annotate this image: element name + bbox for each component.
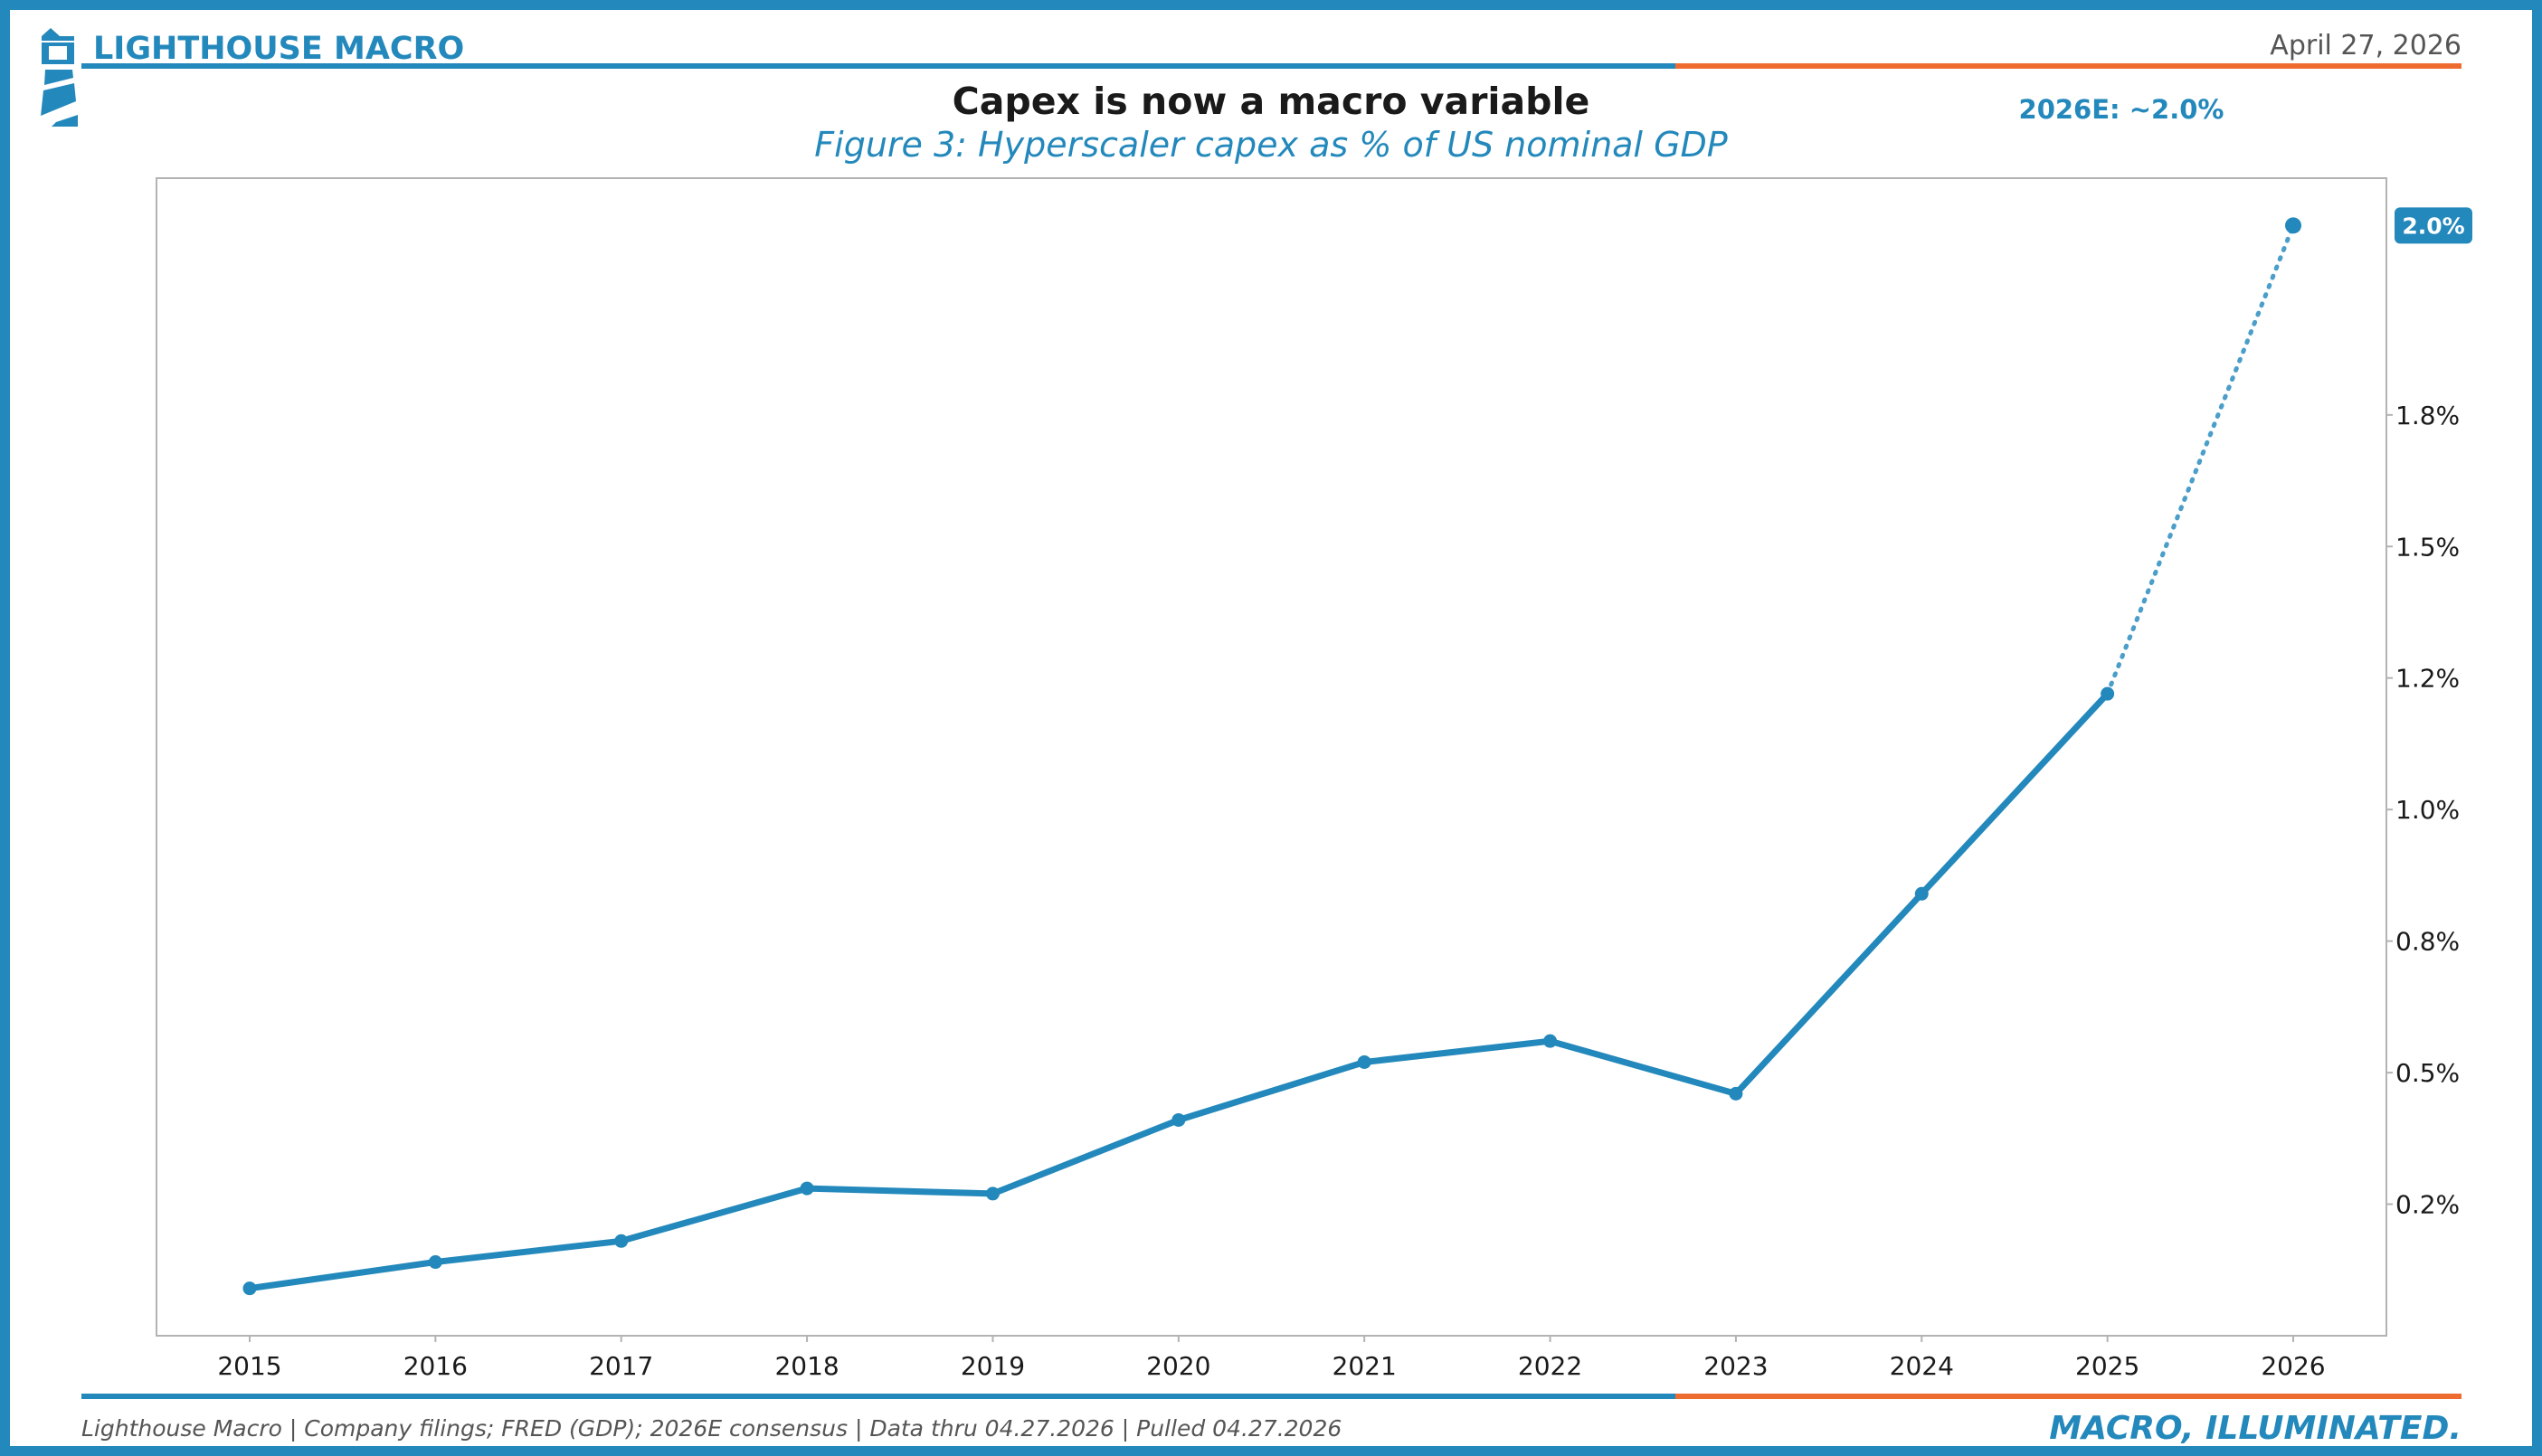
- data-point-2026: [2285, 217, 2301, 234]
- header-rule-orange: [1675, 63, 2461, 69]
- x-tick-label: 2026: [2261, 1351, 2325, 1381]
- x-tick-label: 2019: [961, 1351, 1025, 1381]
- y-tick-label: 1.5%: [2395, 532, 2460, 562]
- data-point-2018: [800, 1181, 814, 1196]
- x-tick-label: 2016: [403, 1351, 468, 1381]
- data-point-2016: [428, 1255, 442, 1270]
- x-axis: 2015 2016 2017 2018 2019 2020 2021 2022 2023 2024…: [217, 1336, 2326, 1381]
- last-value-label: 2.0%: [2402, 213, 2464, 239]
- estimate-callout: 2026E: ~2.0%: [2019, 94, 2224, 125]
- tagline: MACRO, ILLUMINATED.: [2049, 1410, 2461, 1447]
- y-tick-label: 0.5%: [2395, 1058, 2460, 1088]
- data-point-2023: [1729, 1086, 1743, 1101]
- data-point-2017: [614, 1234, 629, 1248]
- y-tick-label: 1.8%: [2395, 401, 2460, 430]
- header-rule-blue: [81, 63, 1675, 69]
- data-point-2025: [2101, 686, 2115, 701]
- series-line-estimate: [2105, 222, 2296, 696]
- y-tick-label: 0.8%: [2395, 927, 2460, 957]
- source-note: Lighthouse Macro | Company filings; FRED…: [81, 1415, 1342, 1442]
- series-points: [242, 217, 2301, 1296]
- data-point-2021: [1357, 1054, 1371, 1069]
- x-tick-label: 2022: [1518, 1351, 1582, 1381]
- footer-rule-blue: [81, 1394, 1675, 1399]
- plot-area: [156, 177, 2387, 1337]
- data-point-2022: [1543, 1034, 1558, 1048]
- last-value-badge-bg: [2395, 207, 2472, 244]
- report-date: April 27, 2026: [2270, 30, 2461, 61]
- data-point-2020: [1171, 1112, 1186, 1127]
- x-tick-label: 2020: [1146, 1351, 1210, 1381]
- x-tick-label: 2015: [217, 1351, 281, 1381]
- y-tick-label: 1.2%: [2395, 664, 2460, 694]
- x-tick-label: 2018: [774, 1351, 839, 1381]
- data-point-2024: [1914, 886, 1929, 901]
- y-axis: 0.2% 0.5% 0.8% 1.0% 1.2% 1.5% 1.8%: [2386, 401, 2460, 1220]
- brand-name: LIGHTHOUSE MACRO: [93, 31, 464, 67]
- x-tick-label: 2023: [1703, 1351, 1768, 1381]
- lighthouse-icon: [41, 28, 78, 127]
- x-tick-label: 2024: [1890, 1351, 1954, 1381]
- x-tick-label: 2025: [2075, 1351, 2139, 1381]
- chart-title: Capex is now a macro variable: [953, 80, 1590, 123]
- y-tick-label: 1.0%: [2395, 795, 2460, 825]
- data-point-2019: [985, 1187, 1000, 1201]
- x-tick-label: 2021: [1333, 1351, 1397, 1381]
- y-tick-label: 0.2%: [2395, 1190, 2460, 1220]
- footer-rule-orange: [1675, 1394, 2461, 1399]
- last-value-badge: 2.0%: [2395, 207, 2472, 244]
- x-tick-label: 2017: [589, 1351, 653, 1381]
- data-point-2015: [242, 1281, 257, 1296]
- chart-subtitle: Figure 3: Hyperscaler capex as % of US n…: [814, 125, 1727, 165]
